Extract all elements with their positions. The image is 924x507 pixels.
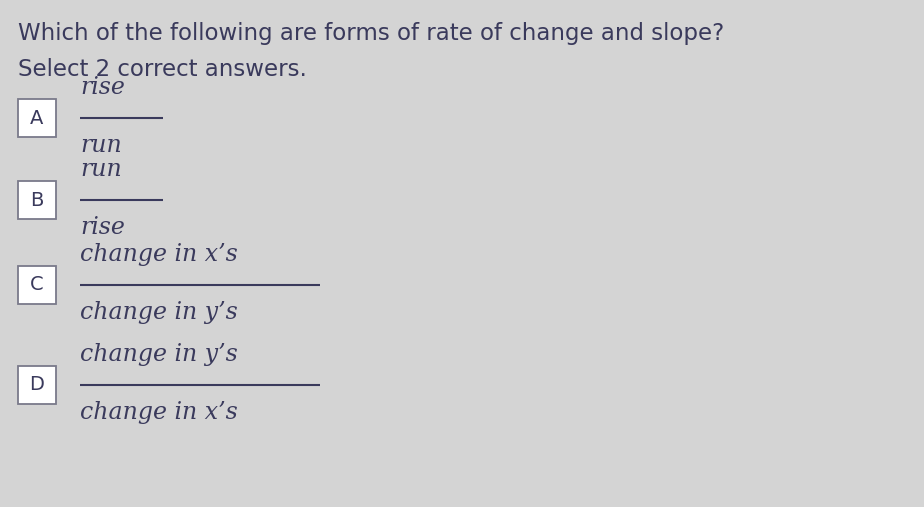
Text: Select 2 correct answers.: Select 2 correct answers. (18, 58, 307, 81)
Text: D: D (30, 376, 44, 394)
Text: run: run (80, 159, 122, 182)
Text: rise: rise (80, 77, 125, 99)
Text: B: B (30, 191, 43, 209)
Text: C: C (30, 275, 43, 295)
Bar (18, 266, 56, 304)
Bar (18, 181, 56, 219)
Text: Which of the following are forms of rate of change and slope?: Which of the following are forms of rate… (18, 22, 724, 45)
Text: change in y’s: change in y’s (80, 302, 237, 324)
Bar (18, 366, 56, 404)
Text: run: run (80, 134, 122, 158)
Text: change in x’s: change in x’s (80, 243, 237, 267)
Text: change in x’s: change in x’s (80, 402, 237, 424)
Text: change in y’s: change in y’s (80, 344, 237, 367)
Bar (18, 99, 56, 137)
Text: A: A (30, 108, 43, 127)
Text: rise: rise (80, 216, 125, 239)
